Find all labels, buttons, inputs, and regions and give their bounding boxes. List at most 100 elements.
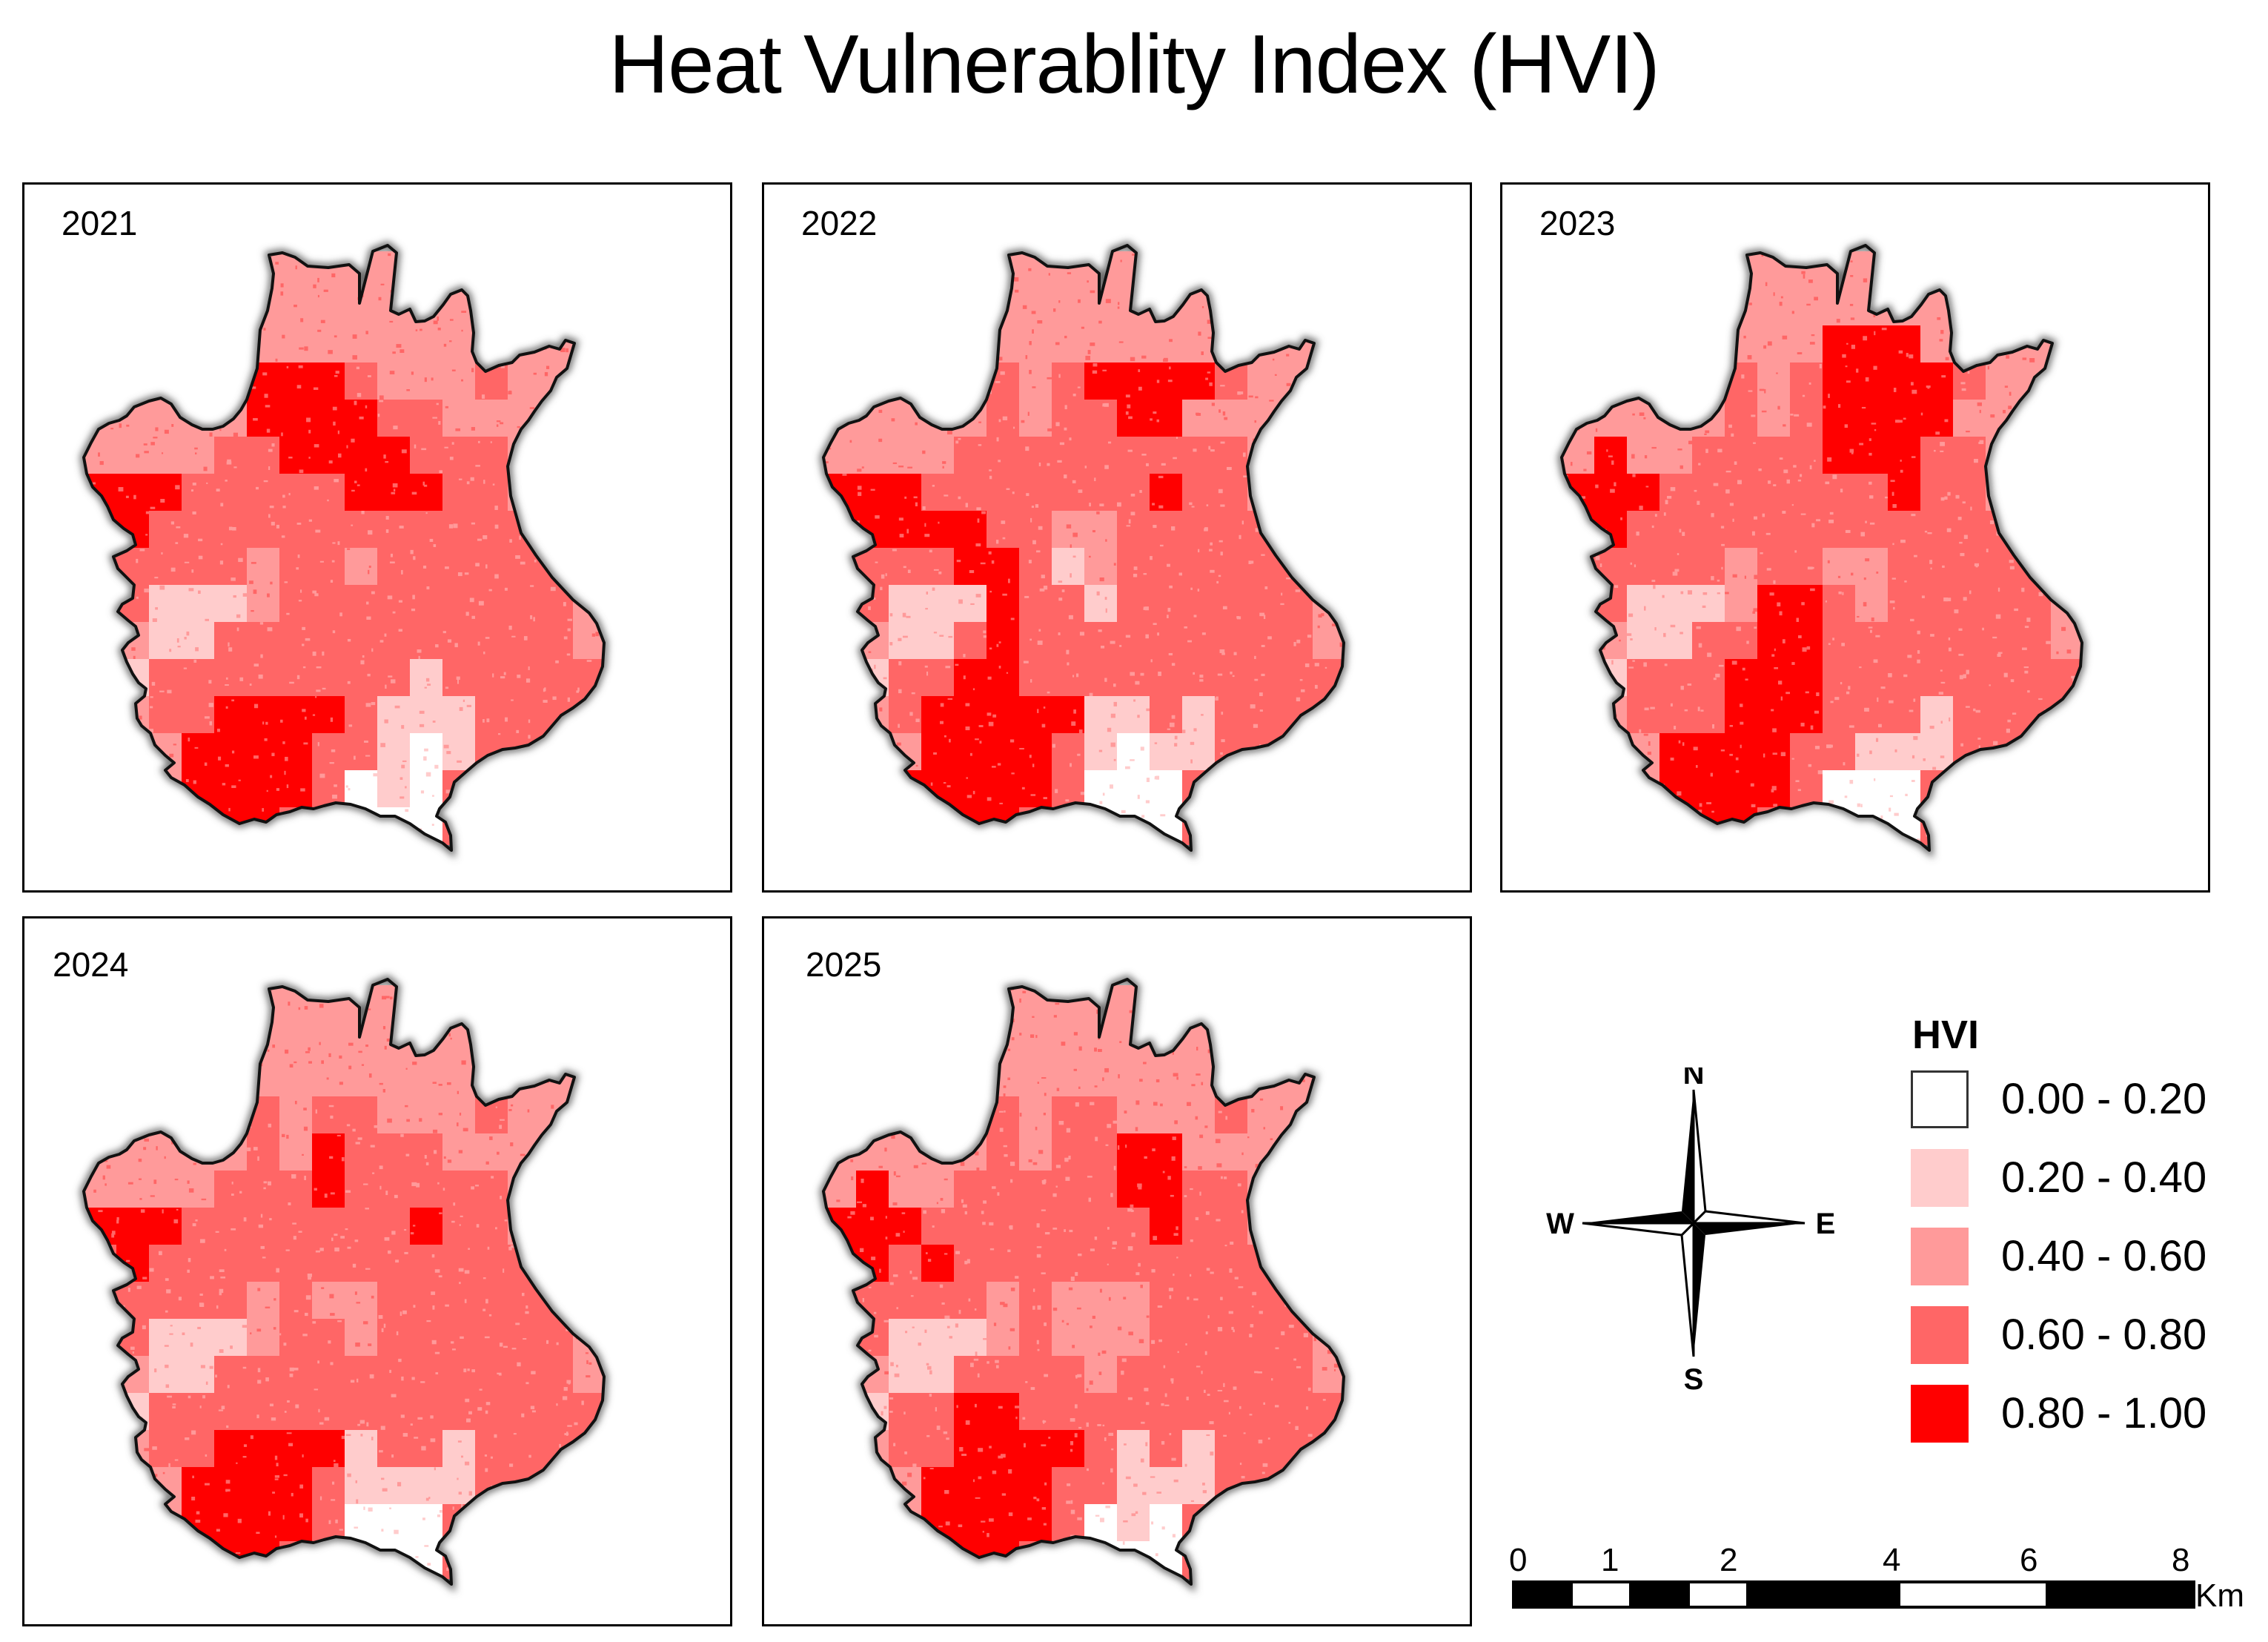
hvi-speckle	[331, 560, 335, 563]
hvi-speckle	[936, 349, 940, 354]
hvi-speckle	[832, 1449, 836, 1453]
hvi-cell	[1247, 1245, 1281, 1282]
hvi-speckle	[1299, 295, 1303, 298]
hvi-speckle	[354, 1526, 358, 1529]
hvi-cell	[889, 511, 922, 549]
hvi-speckle	[1574, 634, 1579, 637]
hvi-speckle	[1227, 466, 1232, 471]
hvi-speckle	[1255, 1227, 1259, 1230]
hvi-cell	[1084, 400, 1118, 437]
hvi-speckle	[500, 422, 504, 425]
hvi-speckle	[1124, 766, 1130, 769]
hvi-speckle	[1137, 795, 1140, 799]
hvi-cell	[410, 1282, 443, 1320]
hvi-cell	[247, 1393, 280, 1431]
hvi-speckle	[1153, 1236, 1158, 1240]
hvi-speckle	[1256, 470, 1261, 474]
hvi-speckle	[356, 1302, 361, 1304]
hvi-speckle	[1241, 520, 1244, 525]
hvi-speckle	[138, 1158, 142, 1162]
hvi-speckle	[352, 355, 357, 360]
hvi-cell	[987, 770, 1020, 808]
hvi-cell	[247, 1133, 280, 1171]
hvi-speckle	[567, 618, 572, 621]
hvi-cell	[410, 733, 443, 771]
hvi-speckle	[288, 1443, 294, 1446]
hvi-speckle	[548, 1271, 552, 1276]
hvi-speckle	[546, 365, 550, 369]
hvi-speckle	[253, 663, 259, 667]
hvi-speckle	[1015, 1406, 1020, 1408]
hvi-cell	[312, 807, 345, 845]
hvi-speckle	[1205, 1331, 1208, 1334]
hvi-speckle	[286, 1432, 292, 1434]
hvi-speckle	[304, 1006, 308, 1010]
hvi-speckle	[926, 671, 929, 676]
hvi-cell	[410, 985, 443, 1023]
hvi-cell	[1280, 1393, 1313, 1431]
hvi-speckle	[106, 1165, 111, 1169]
hvi-speckle	[1202, 306, 1204, 308]
hvi-speckle	[827, 339, 833, 343]
hvi-speckle	[1758, 468, 1762, 471]
hvi-speckle	[2052, 359, 2058, 362]
hvi-speckle	[1957, 315, 1961, 320]
hvi-cell	[1052, 1022, 1085, 1060]
hvi-speckle	[1881, 282, 1883, 286]
hvi-speckle	[1259, 612, 1265, 617]
hvi-speckle	[206, 482, 208, 484]
hvi-speckle	[167, 689, 172, 694]
hvi-speckle	[1748, 390, 1753, 392]
hvi-speckle	[983, 635, 988, 638]
hvi-speckle	[444, 1009, 449, 1012]
hvi-speckle	[458, 478, 462, 480]
hvi-speckle	[280, 291, 284, 296]
hvi-speckle	[388, 675, 393, 678]
hvi-speckle	[385, 996, 390, 999]
hvi-speckle	[158, 1251, 162, 1256]
hvi-speckle	[1107, 1124, 1112, 1128]
hvi-speckle	[447, 639, 452, 643]
hvi-cell	[1692, 511, 1725, 549]
hvi-speckle	[1220, 441, 1225, 444]
hvi-speckle	[488, 838, 490, 842]
hvi-cell	[1313, 1022, 1344, 1060]
hvi-cell	[1150, 1393, 1183, 1431]
hvi-speckle	[548, 1003, 552, 1007]
hvi-cell	[475, 1504, 508, 1542]
hvi-cell	[889, 1356, 922, 1394]
hvi-speckle	[86, 635, 90, 640]
hvi-speckle	[1052, 1307, 1058, 1311]
hvi-speckle	[1630, 562, 1633, 565]
hvi-speckle	[92, 300, 97, 304]
hvi-speckle	[892, 549, 897, 552]
hvi-cell	[1019, 696, 1052, 734]
hvi-speckle	[329, 762, 334, 764]
hvi-speckle	[2034, 761, 2037, 763]
hvi-speckle	[1322, 371, 1327, 377]
hvi-speckle	[1022, 990, 1027, 993]
hvi-speckle	[494, 574, 499, 579]
hvi-cell	[410, 1504, 443, 1542]
hvi-speckle	[949, 1005, 952, 1010]
hvi-speckle	[580, 560, 585, 563]
hvi-speckle	[166, 1289, 171, 1294]
hvi-speckle	[1740, 256, 1743, 259]
hvi-speckle	[975, 738, 979, 741]
hvi-speckle	[1811, 334, 1815, 337]
hvi-speckle	[149, 1268, 154, 1272]
hvi-speckle	[165, 1278, 169, 1281]
hvi-speckle	[238, 557, 243, 563]
hvi-cell	[214, 363, 248, 400]
hvi-speckle	[188, 801, 193, 804]
hvi-speckle	[1571, 785, 1576, 789]
hvi-speckle	[381, 833, 387, 836]
hvi-cell	[312, 1356, 345, 1394]
hvi-speckle	[1178, 572, 1184, 576]
hvi-cell	[1823, 437, 1856, 474]
hvi-speckle	[1935, 808, 1940, 813]
hvi-speckle	[1239, 1050, 1241, 1053]
hvi-cell	[1823, 548, 1856, 586]
hvi-speckle	[1327, 1350, 1333, 1354]
hvi-speckle	[830, 1380, 834, 1385]
